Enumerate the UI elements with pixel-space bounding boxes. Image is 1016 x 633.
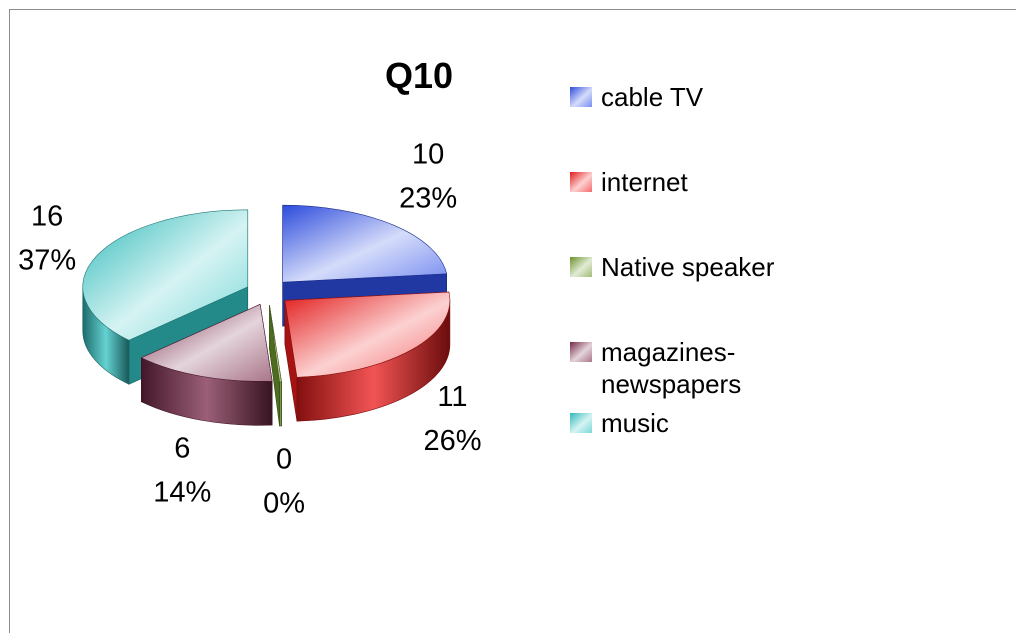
legend-item-native-speaker: Native speaker bbox=[570, 252, 775, 282]
slice-wall bbox=[279, 381, 282, 427]
legend-swatch bbox=[570, 87, 592, 107]
data-label-value: 11 bbox=[437, 381, 467, 413]
legend-label: Native speaker bbox=[601, 252, 775, 282]
legend-item-magazines-newspapers: magazines-newspapers bbox=[570, 337, 741, 399]
pie-slice-internet bbox=[284, 291, 451, 422]
legend-label: music bbox=[601, 408, 669, 438]
slice-top bbox=[284, 291, 451, 378]
legend: cable TV internet Native speaker magazines-… bbox=[570, 82, 775, 438]
data-label-value: 6 bbox=[174, 432, 190, 464]
data-label-percent: 23% bbox=[399, 183, 457, 215]
slice-top bbox=[282, 204, 448, 283]
legend-item-music: music bbox=[570, 408, 669, 438]
legend-swatch bbox=[570, 342, 592, 362]
legend-label: magazines- bbox=[601, 337, 735, 367]
legend-swatch bbox=[570, 257, 592, 277]
slice-top bbox=[140, 303, 273, 382]
legend-label: cable TV bbox=[601, 82, 704, 112]
slice-top bbox=[269, 305, 282, 383]
pie-slice-magazines-newspapers bbox=[140, 303, 273, 426]
legend-label: newspapers bbox=[601, 369, 741, 399]
data-label-percent: 14% bbox=[153, 476, 211, 508]
pie-slice-native-speaker bbox=[269, 305, 282, 427]
pie-slices bbox=[82, 204, 451, 427]
legend-item-internet: internet bbox=[570, 167, 688, 197]
data-label-value: 10 bbox=[412, 139, 444, 171]
data-label-percent: 37% bbox=[18, 245, 76, 277]
legend-swatch bbox=[570, 413, 592, 433]
data-label-percent: 26% bbox=[423, 425, 481, 457]
data-label-native-speaker: 00% bbox=[263, 444, 305, 520]
legend-label: internet bbox=[601, 167, 688, 197]
slice-top bbox=[82, 209, 249, 341]
data-label-magazines-newspapers: 614% bbox=[153, 432, 211, 508]
chart-title: Q10 bbox=[385, 55, 453, 96]
legend-item-cable-tv: cable TV bbox=[570, 82, 704, 112]
data-label-value: 16 bbox=[31, 201, 63, 233]
data-label-percent: 0% bbox=[263, 488, 305, 520]
legend-swatch bbox=[570, 172, 592, 192]
data-label-value: 0 bbox=[276, 444, 292, 476]
